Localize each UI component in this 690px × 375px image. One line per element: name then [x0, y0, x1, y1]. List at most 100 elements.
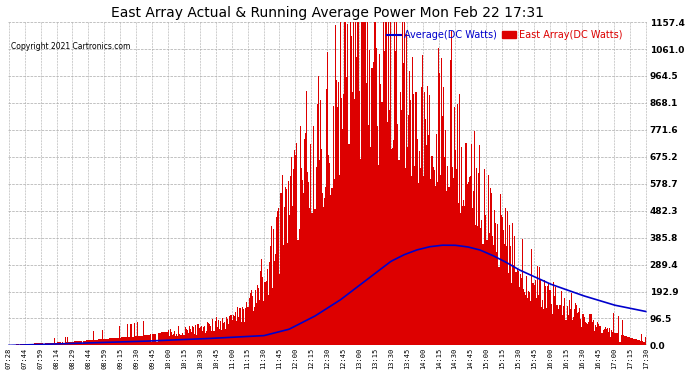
Bar: [190, 329, 191, 345]
Bar: [177, 336, 178, 345]
Bar: [437, 182, 438, 345]
Bar: [258, 288, 259, 345]
Bar: [588, 322, 589, 345]
Bar: [266, 269, 268, 345]
Bar: [309, 208, 310, 345]
Bar: [162, 332, 164, 345]
Bar: [354, 99, 355, 345]
Bar: [37, 344, 38, 345]
Bar: [293, 169, 294, 345]
Bar: [113, 338, 115, 345]
Bar: [28, 344, 30, 345]
Bar: [280, 193, 282, 345]
Bar: [158, 333, 159, 345]
Bar: [324, 198, 325, 345]
Bar: [549, 290, 551, 345]
Bar: [630, 338, 631, 345]
Bar: [645, 338, 647, 345]
Bar: [310, 144, 311, 345]
Bar: [185, 327, 186, 345]
Bar: [466, 184, 468, 345]
Bar: [51, 343, 52, 345]
Bar: [461, 147, 462, 345]
Bar: [101, 339, 102, 345]
Bar: [473, 191, 474, 345]
Bar: [457, 104, 458, 345]
Bar: [89, 340, 90, 345]
Bar: [415, 92, 417, 345]
Bar: [531, 249, 533, 345]
Bar: [297, 240, 299, 345]
Bar: [535, 298, 537, 345]
Bar: [235, 312, 236, 345]
Bar: [359, 91, 360, 345]
Bar: [65, 338, 66, 345]
Bar: [510, 246, 511, 345]
Bar: [388, 22, 389, 345]
Bar: [283, 245, 284, 345]
Bar: [86, 340, 87, 345]
Bar: [70, 342, 71, 345]
Bar: [285, 187, 286, 345]
Bar: [183, 335, 184, 345]
Bar: [607, 328, 608, 345]
Bar: [81, 344, 83, 345]
Bar: [257, 285, 258, 345]
Bar: [559, 305, 560, 345]
Bar: [140, 336, 141, 345]
Bar: [480, 228, 482, 345]
Bar: [600, 333, 602, 345]
Bar: [221, 330, 222, 345]
Bar: [513, 265, 514, 345]
Bar: [558, 309, 559, 345]
Bar: [295, 154, 297, 345]
Bar: [56, 342, 57, 345]
Bar: [615, 333, 616, 345]
Bar: [21, 344, 22, 345]
Bar: [139, 336, 140, 345]
Bar: [529, 292, 531, 345]
Bar: [191, 332, 193, 345]
Bar: [289, 215, 290, 345]
Bar: [572, 321, 573, 345]
Bar: [562, 315, 563, 345]
Bar: [355, 22, 356, 345]
Bar: [419, 151, 420, 345]
Bar: [141, 336, 142, 345]
Bar: [613, 313, 614, 345]
Bar: [344, 22, 345, 345]
Bar: [184, 335, 185, 345]
Bar: [626, 336, 627, 345]
Bar: [260, 271, 262, 345]
Bar: [642, 341, 643, 345]
Bar: [67, 337, 68, 345]
Bar: [62, 342, 63, 345]
Bar: [243, 309, 244, 345]
Bar: [643, 342, 644, 345]
Bar: [317, 76, 319, 345]
Bar: [161, 333, 162, 345]
Bar: [488, 175, 489, 345]
Bar: [278, 208, 279, 345]
Bar: [392, 148, 393, 345]
Bar: [345, 22, 346, 345]
Bar: [378, 165, 380, 345]
Bar: [635, 339, 637, 345]
Bar: [459, 94, 460, 345]
Bar: [85, 340, 86, 345]
Bar: [575, 303, 576, 345]
Bar: [123, 338, 124, 345]
Bar: [211, 331, 213, 345]
Bar: [277, 211, 278, 345]
Bar: [207, 322, 208, 345]
Bar: [431, 156, 433, 345]
Bar: [611, 330, 612, 345]
Bar: [469, 177, 470, 345]
Bar: [178, 326, 179, 345]
Bar: [331, 188, 333, 345]
Bar: [208, 323, 209, 345]
Bar: [604, 329, 605, 345]
Bar: [250, 290, 252, 345]
Bar: [590, 314, 591, 345]
Bar: [452, 167, 453, 345]
